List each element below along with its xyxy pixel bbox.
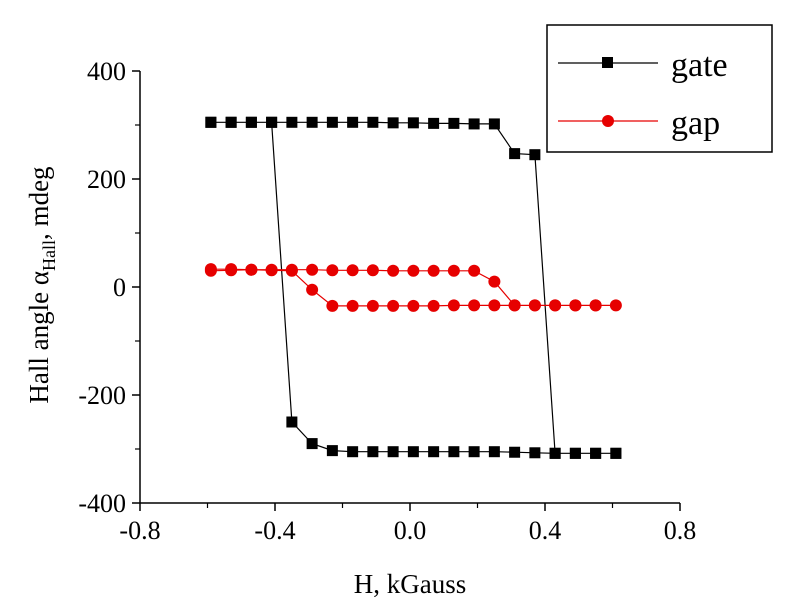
data-point-gap [488,299,501,312]
data-point-gate [245,116,257,128]
data-point-gate [367,446,379,458]
data-point-gap [468,299,481,312]
series-line-gap [210,268,616,307]
y-tick-label-2: 0 [113,273,126,302]
data-point-gate [367,116,379,128]
data-point-gate [569,447,581,459]
legend: gate gap [546,24,773,153]
x-tick-label-4: 0.8 [664,516,697,545]
data-point-gate [509,148,521,160]
data-point-gate [286,116,298,128]
data-point-gate [549,447,561,459]
data-point-gap [447,264,460,277]
data-point-gate [387,117,399,129]
y-tick-label-0: 400 [87,57,126,86]
data-point-gate [347,446,359,458]
y-tick-label-4: -400 [78,489,126,518]
data-point-gap [468,264,481,277]
data-point-gate [590,447,602,459]
data-point-gap [346,299,359,312]
data-point-gap [508,299,521,312]
data-point-gate [529,149,541,161]
data-point-gate [529,447,541,459]
data-point-gate [266,116,278,128]
data-point-gap [366,264,379,277]
y-tick-label-1: 200 [87,165,126,194]
data-point-gap [225,264,238,277]
data-point-gap [569,299,582,312]
data-point-gap [346,264,359,277]
data-point-gap [609,299,622,312]
data-point-gap [427,264,440,277]
x-axis-label: H, kGauss [354,569,467,599]
data-point-gap [387,264,400,277]
data-point-gap [326,299,339,312]
x-tick-label-3: 0.4 [529,516,562,545]
data-point-gap [204,264,217,277]
y-axis-label-prefix: Hall angle [24,285,54,403]
data-point-gate [428,446,440,458]
data-point-gap [366,299,379,312]
data-point-gap [407,299,420,312]
y-axis-label: Hall angle αHall, mdeg [24,166,59,403]
legend-marker-gap [602,115,614,127]
data-point-gap [265,263,278,276]
data-point-gate [610,447,622,459]
plot-area [204,116,622,459]
data-point-gate [468,118,480,130]
x-tick-label-1: -0.4 [254,516,295,545]
data-point-gate [407,117,419,129]
series-gate [205,116,622,459]
legend-marker-gate [602,57,613,68]
data-point-gate [509,446,521,458]
data-point-gate [488,118,500,130]
y-axis-label-symbol: α [24,271,54,285]
data-point-gap [447,299,460,312]
series-gap [204,263,622,312]
data-point-gate [306,438,318,450]
data-point-gate [286,416,298,428]
data-point-gate [326,116,338,128]
legend-label-gap: gap [671,105,720,142]
data-point-gate [448,117,460,129]
data-point-gap [285,263,298,276]
y-tick-label-3: -200 [78,381,126,410]
x-tick-label-0: -0.8 [119,516,160,545]
data-point-gap [549,299,562,312]
data-point-gap [306,283,319,296]
data-point-gate [306,116,318,128]
y-axis-label-suffix: , mdeg [24,166,54,240]
y-axis-label-subscript: Hall [39,240,59,271]
data-point-gap [488,275,501,288]
data-point-gate [428,117,440,129]
data-point-gap [407,264,420,277]
legend-box [546,24,773,153]
data-point-gap [387,299,400,312]
data-point-gate [448,446,460,458]
data-point-gap [589,299,602,312]
data-point-gate [326,445,338,457]
data-point-gap [306,263,319,276]
x-tick-label-2: 0.0 [394,516,427,545]
series-line-gate [210,121,616,454]
data-point-gap [245,263,258,276]
data-point-gate [205,116,217,128]
data-point-gate [225,116,237,128]
data-point-gap [326,264,339,277]
data-point-gate [468,446,480,458]
data-point-gate [347,116,359,128]
tick-labels: -0.8 -0.4 0.0 0.4 0.8 400 200 0 -200 -400 [78,57,696,545]
data-point-gate [407,446,419,458]
data-point-gate [387,446,399,458]
data-point-gap [528,299,541,312]
data-point-gate [488,446,500,458]
data-point-gap [427,299,440,312]
legend-label-gate: gate [671,47,728,84]
axes [132,70,681,511]
